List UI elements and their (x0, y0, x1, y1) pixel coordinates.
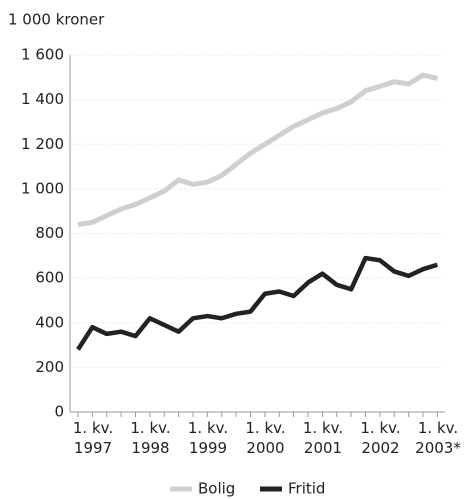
line-series (77, 72, 438, 228)
line-series (76, 255, 439, 351)
x-tick-label: 1. kv. 2000 (245, 419, 286, 457)
legend-label: Bolig (198, 480, 235, 498)
x-tick-label: 1. kv. 1999 (187, 419, 229, 457)
y-tick-label: 1 000 (21, 179, 64, 197)
x-tick-label: 1. kv. 2003* (415, 419, 461, 457)
x-tick-label: 1. kv. 1998 (130, 419, 171, 457)
x-tick-label: 1. kv. 2002 (360, 419, 401, 457)
x-tick-label: 1. kv. 1997 (72, 419, 114, 457)
y-tick-label: 1 600 (21, 46, 64, 64)
y-tick-label: 400 (35, 313, 64, 331)
y-axis-label: 1 000 kroner (8, 11, 105, 29)
y-tick-label: 800 (35, 224, 64, 242)
y-tick-label: 1 400 (21, 90, 64, 108)
y-tick-label: 1 200 (21, 135, 64, 153)
y-tick-label: 600 (35, 269, 64, 287)
y-tick-label: 200 (35, 358, 64, 376)
y-tick-label: 0 (54, 403, 64, 421)
legend-label: Fritid (288, 480, 325, 498)
x-tick-label: 1. kv. 2001 (302, 419, 344, 457)
